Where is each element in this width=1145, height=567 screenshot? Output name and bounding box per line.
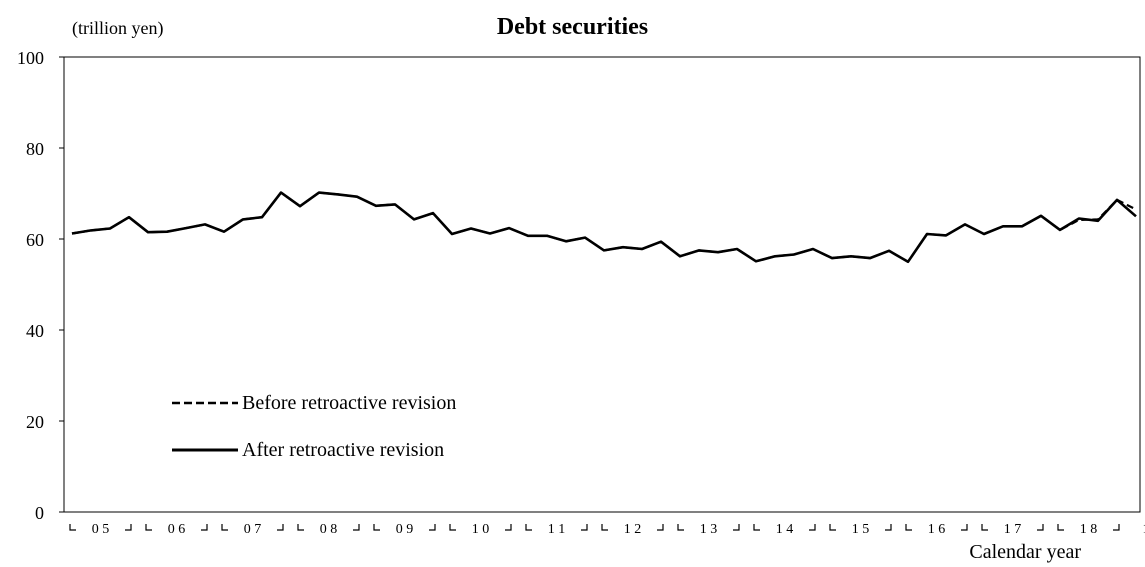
x-bracket-left [145, 524, 152, 531]
x-bracket-right [125, 524, 132, 531]
x-bracket-left [297, 524, 304, 531]
x-tick-label: 1 3 [700, 522, 718, 537]
x-tick-label: 1 2 [624, 522, 642, 537]
series-line-after [71, 191, 1137, 264]
y-tick-label: 80 [26, 139, 44, 159]
x-axis-title: Calendar year [969, 541, 1081, 563]
chart-title: Debt securities [496, 14, 649, 40]
x-tick-label: 19 [1143, 522, 1145, 537]
y-axis: 0 20 40 60 80 100 [17, 48, 64, 523]
y-tick-label: 40 [26, 321, 44, 341]
x-bracket-left [905, 524, 912, 531]
x-tick-label: 1 8 [1080, 522, 1098, 537]
x-bracket-right [733, 524, 740, 531]
x-bracket-left [449, 524, 456, 531]
x-tick-label: 0 5 [92, 522, 110, 537]
legend-swatch-dashed [172, 401, 238, 405]
x-tick-label: 1 0 [472, 522, 490, 537]
y-tick-label: 0 [35, 503, 44, 523]
unit-label: (trillion yen) [72, 18, 164, 38]
x-tick-label: 1 6 [928, 522, 946, 537]
x-tick-label: 0 9 [396, 522, 414, 537]
x-bracket-right [961, 524, 968, 531]
x-bracket-left [221, 524, 228, 531]
x-tick-label: 1 5 [852, 522, 870, 537]
y-tick-label: 100 [17, 48, 44, 68]
x-bracket-left [373, 524, 380, 531]
x-bracket-left [829, 524, 836, 531]
x-bracket-right [1037, 524, 1044, 531]
x-tick-label: 1 7 [1004, 522, 1022, 537]
plot-area [63, 56, 1141, 513]
y-tick-label: 60 [26, 230, 44, 250]
x-tick-label: 0 8 [320, 522, 338, 537]
x-bracket-right [885, 524, 892, 531]
x-bracket-left [981, 524, 988, 531]
x-bracket-right [657, 524, 664, 531]
legend-swatch-solid [172, 448, 238, 452]
x-bracket-right [201, 524, 208, 531]
x-bracket-right [429, 524, 436, 531]
x-tick-label: 0 7 [244, 522, 262, 537]
legend-label-after: After retroactive revision [242, 438, 445, 461]
x-bracket-left [753, 524, 760, 531]
x-bracket-left [677, 524, 684, 531]
x-tick-label: 0 6 [168, 522, 186, 537]
x-bracket-right [505, 524, 512, 531]
legend-item-before: Before retroactive revision [170, 391, 456, 415]
x-bracket-right [277, 524, 284, 531]
x-bracket-right [581, 524, 588, 531]
x-bracket-left [601, 524, 608, 531]
x-bracket-right [353, 524, 360, 531]
x-tick-label: 1 1 [548, 522, 566, 537]
x-bracket-right [1113, 524, 1120, 531]
legend-item-after: After retroactive revision [170, 438, 444, 462]
x-bracket-left [525, 524, 532, 531]
x-tick-label: 1 4 [776, 522, 794, 537]
y-tick-label: 20 [26, 412, 44, 432]
x-axis: 0 5 0 6 0 7 0 8 0 9 1 0 1 1 1 2 1 3 1 4 1 5 1 6 1 7 1… [69, 522, 1145, 537]
x-bracket-left [1057, 524, 1064, 531]
x-bracket-right [809, 524, 816, 531]
series-lines [71, 191, 1137, 264]
legend-label-before: Before retroactive revision [242, 391, 457, 414]
x-bracket-left [69, 524, 76, 531]
